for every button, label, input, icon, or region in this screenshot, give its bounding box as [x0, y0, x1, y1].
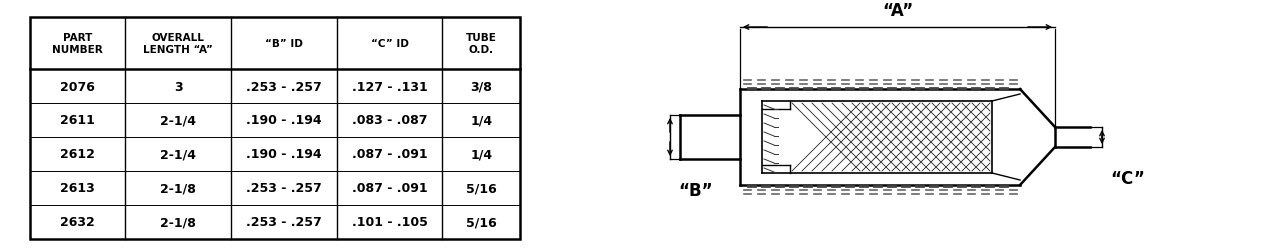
- Bar: [31, 18, 520, 239]
- Text: 2-1/4: 2-1/4: [161, 148, 196, 161]
- Text: “C”: “C”: [1111, 169, 1145, 187]
- Text: 2612: 2612: [60, 148, 96, 161]
- Text: .253 - .257: .253 - .257: [246, 182, 321, 195]
- Text: 1/4: 1/4: [470, 148, 492, 161]
- Text: .253 - .257: .253 - .257: [246, 216, 321, 229]
- Text: .127 - .131: .127 - .131: [352, 80, 427, 93]
- Text: 2-1/8: 2-1/8: [161, 182, 196, 195]
- Text: 2-1/8: 2-1/8: [161, 216, 196, 229]
- Text: .083 - .087: .083 - .087: [352, 114, 427, 127]
- Text: 3: 3: [173, 80, 182, 93]
- Text: TUBE
O.D.: TUBE O.D.: [465, 33, 496, 55]
- Text: 3/8: 3/8: [470, 80, 492, 93]
- Text: .190 - .194: .190 - .194: [246, 148, 321, 161]
- Text: .101 - .105: .101 - .105: [352, 216, 427, 229]
- Text: 2613: 2613: [60, 182, 96, 195]
- Text: 2611: 2611: [60, 114, 96, 127]
- Text: 1/4: 1/4: [470, 114, 492, 127]
- Text: PART
NUMBER: PART NUMBER: [52, 33, 103, 55]
- Text: 5/16: 5/16: [465, 216, 496, 229]
- Text: 2076: 2076: [60, 80, 96, 93]
- Text: “B” ID: “B” ID: [265, 39, 302, 49]
- Text: 2632: 2632: [60, 216, 96, 229]
- Text: .087 - .091: .087 - .091: [352, 182, 427, 195]
- Text: .190 - .194: .190 - .194: [246, 114, 321, 127]
- Text: .087 - .091: .087 - .091: [352, 148, 427, 161]
- Text: 2-1/4: 2-1/4: [161, 114, 196, 127]
- Text: “B”: “B”: [678, 181, 713, 199]
- Text: “C” ID: “C” ID: [371, 39, 408, 49]
- Text: 5/16: 5/16: [465, 182, 496, 195]
- Text: OVERALL
LENGTH “A”: OVERALL LENGTH “A”: [143, 33, 213, 55]
- Text: .253 - .257: .253 - .257: [246, 80, 321, 93]
- Text: “A”: “A”: [882, 2, 913, 20]
